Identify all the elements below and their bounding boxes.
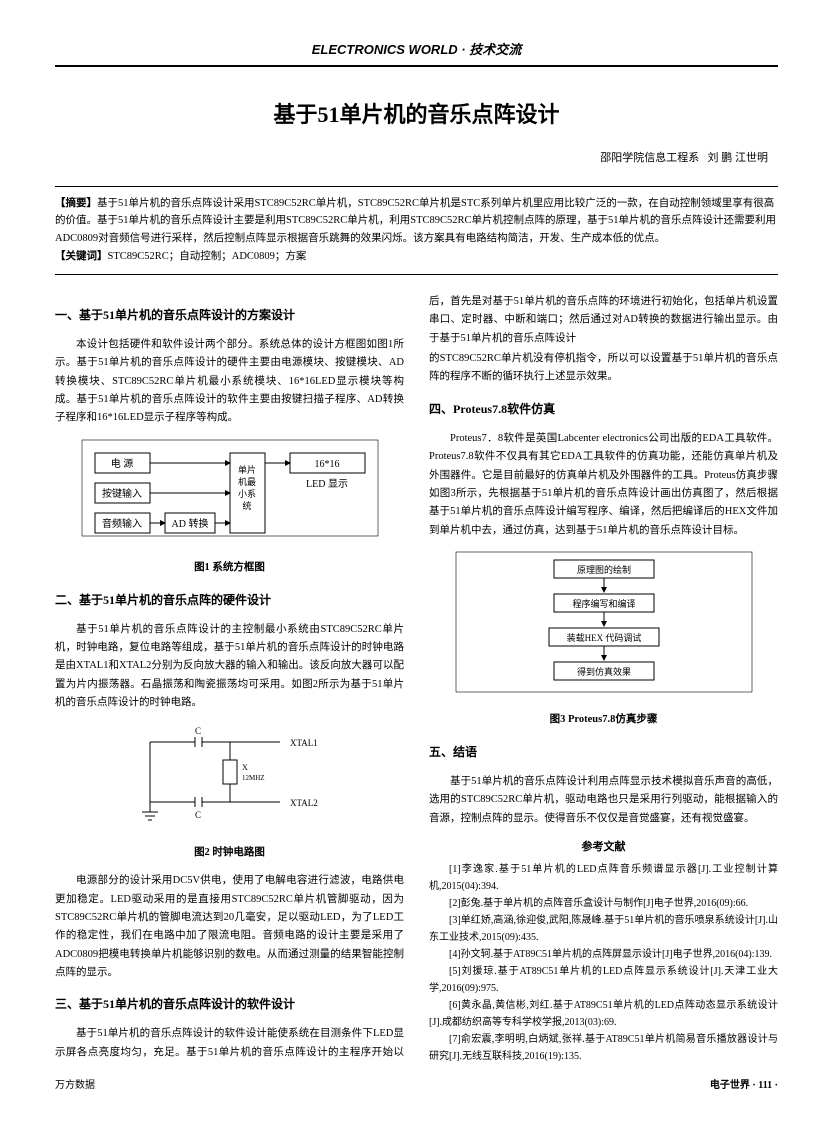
- authors-line: 邵阳学院信息工程系 刘 鹏 江世明: [55, 150, 778, 168]
- journal-sep: ·: [458, 42, 470, 57]
- sec5-title: 五、结语: [429, 742, 778, 763]
- sec2-p2: 电源部分的设计采用DC5V供电，使用了电解电容进行滤波，电路供电更加稳定。LED…: [55, 872, 404, 982]
- sec2-title: 二、基于51单片机的音乐点阵的硬件设计: [55, 590, 404, 611]
- ref-6: [6]黄永晶,黄信彬,刘红.基于AT89C51单片机的LED点阵动态显示系统设计…: [429, 997, 778, 1031]
- footer-left: 万方数据: [55, 1078, 95, 1094]
- ref-4: [4]孙文轲.基于AT89C51单片机的点阵屏显示设计[J]电子世界,2016(…: [429, 946, 778, 963]
- journal-header: ELECTRONICS WORLD · 技术交流: [55, 40, 778, 67]
- fig2-caption: 图2 时钟电路图: [55, 844, 404, 862]
- fig1-box5a: 单片: [237, 464, 255, 475]
- svg-text:X: X: [242, 763, 248, 772]
- footer-journal: 电子世界: [710, 1080, 750, 1091]
- svg-text:统: 统: [242, 500, 251, 511]
- svg-text:原理图的绘制: 原理图的绘制: [576, 564, 630, 575]
- figure-2: C XTAL1 C XTAL2 X 12MHZ 图2 时钟电路图: [55, 722, 404, 862]
- figure-1: 电 源 按键输入 音频输入 AD 转换 单片 机最 小系 统 16*16 LED…: [55, 438, 404, 578]
- ref-2: [2]彭兔.基于单片机的点阵音乐盒设计与制作[J]电子世界,2016(09):6…: [429, 895, 778, 912]
- page-footer: 万方数据 电子世界 · 111 ·: [55, 1078, 778, 1094]
- affiliation: 邵阳学院信息工程系: [600, 152, 699, 164]
- keywords-label: 【关键词】: [55, 251, 108, 262]
- fig1-box6: 16*16: [314, 459, 339, 470]
- fig1-box2: 按键输入: [102, 487, 142, 500]
- svg-text:C: C: [194, 810, 200, 820]
- fig1-box7: LED 显示: [306, 478, 348, 490]
- figure-3: 原理图的绘制 程序编写和编译 装载HEX 代码调试 得到仿真效果 图3 Prot…: [429, 550, 778, 730]
- body-columns: 一、基于51单片机的音乐点阵设计的方案设计 本设计包括硬件和软件设计两个部分。系…: [55, 293, 778, 1065]
- ref-7: [7]俞宏震,李明明,白炳斌,张祥.基于AT89C51单片机简易音乐播放器设计与…: [429, 1031, 778, 1065]
- sec1-title: 一、基于51单片机的音乐点阵设计的方案设计: [55, 305, 404, 326]
- sec3-p1-cont: 的STC89C52RC单片机没有停机指令，所以可以设置基于51单片机的音乐点阵的…: [429, 350, 778, 387]
- fig1-caption: 图1 系统方框图: [55, 559, 404, 577]
- svg-text:小系: 小系: [237, 489, 255, 499]
- sec3-title: 三、基于51单片机的音乐点阵设计的软件设计: [55, 994, 404, 1015]
- paper-title: 基于51单片机的音乐点阵设计: [55, 97, 778, 132]
- footer-page: · 111 ·: [752, 1080, 778, 1091]
- footer-right: 电子世界 · 111 ·: [710, 1078, 778, 1094]
- sec4-p1: Proteus7．8软件是英国Labcenter electronics公司出版…: [429, 430, 778, 540]
- abstract-block: 【摘要】基于51单片机的音乐点阵设计采用STC89C52RC单片机，STC89C…: [55, 186, 778, 275]
- svg-text:得到仿真效果: 得到仿真效果: [576, 666, 630, 677]
- abstract-label: 【摘要】: [55, 198, 97, 209]
- svg-text:机最: 机最: [237, 476, 255, 487]
- svg-text:C: C: [194, 726, 200, 736]
- ref-5: [5]刘援琼.基于AT89C51单片机的LED点阵显示系统设计[J].天津工业大…: [429, 963, 778, 997]
- sec5-p1: 基于51单片机的音乐点阵设计利用点阵显示技术模拟音乐声音的高低，选用的STC89…: [429, 773, 778, 828]
- journal-cn: 技术交流: [469, 42, 521, 57]
- svg-text:XTAL2: XTAL2: [290, 798, 318, 808]
- fig1-box4: AD 转换: [171, 517, 208, 530]
- sec4-title: 四、Proteus7.8软件仿真: [429, 399, 778, 420]
- refs-title: 参考文献: [429, 838, 778, 857]
- fig3-caption: 图3 Proteus7.8仿真步骤: [429, 711, 778, 729]
- svg-text:程序编写和编译: 程序编写和编译: [572, 598, 635, 609]
- author-names: 刘 鹏 江世明: [708, 152, 769, 164]
- svg-text:12MHZ: 12MHZ: [242, 774, 265, 782]
- sec1-p1: 本设计包括硬件和软件设计两个部分。系统总体的设计方框图如图1所示。基于51单片机…: [55, 336, 404, 428]
- journal-en: ELECTRONICS WORLD: [312, 42, 458, 57]
- fig1-box3: 音频输入: [102, 517, 142, 530]
- svg-text:装载HEX 代码调试: 装载HEX 代码调试: [566, 632, 641, 643]
- ref-1: [1]李逸家.基于51单片机的LED点阵音乐频谱显示器[J].工业控制计算机,2…: [429, 861, 778, 895]
- abstract-text: 基于51单片机的音乐点阵设计采用STC89C52RC单片机，STC89C52RC…: [55, 198, 776, 245]
- svg-text:XTAL1: XTAL1: [290, 738, 318, 748]
- keywords-text: STC89C52RC；自动控制；ADC0809；方案: [108, 251, 307, 262]
- sec2-p1: 基于51单片机的音乐点阵设计的主控制最小系统由STC89C52RC单片机，时钟电…: [55, 621, 404, 713]
- fig1-box1: 电 源: [110, 457, 133, 470]
- ref-3: [3]单红娇,高涵,徐迎俊,武阳,陈晟峰.基于51单片机的音乐喷泉系统设计[J]…: [429, 912, 778, 946]
